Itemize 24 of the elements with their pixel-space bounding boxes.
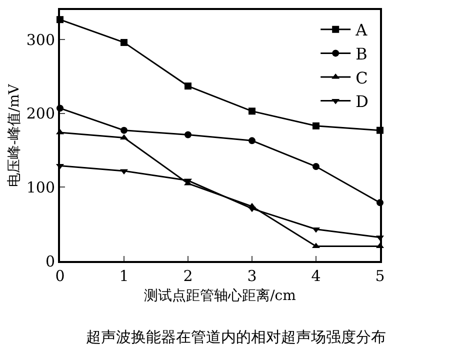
point xyxy=(184,131,192,138)
y-axis-title: 电压峰-峰值/mV xyxy=(6,83,22,187)
legend-label: D xyxy=(356,92,368,112)
legend-label: B xyxy=(356,44,368,64)
legend-label: C xyxy=(356,68,368,88)
x-tick-label: 5 xyxy=(375,267,385,285)
y-tick-label: 100 xyxy=(26,178,55,196)
point xyxy=(120,126,128,134)
legend-label: A xyxy=(354,20,368,40)
point xyxy=(312,163,320,170)
point xyxy=(120,38,128,46)
x-axis-title: 测试点距管轴心距离/cm xyxy=(144,288,296,304)
point xyxy=(184,82,192,90)
point xyxy=(248,108,256,115)
x-tick-label: 3 xyxy=(247,267,257,285)
point xyxy=(248,137,256,144)
x-tick-label: 4 xyxy=(311,267,321,285)
text: 超声波换能器在管道内的相对超声场强度分布 xyxy=(86,328,386,346)
y-tick-label: 0 xyxy=(45,252,55,270)
y-tick-label: 200 xyxy=(26,104,55,123)
x-tick-label: 1 xyxy=(119,267,129,285)
x-tick-label: 2 xyxy=(183,267,193,285)
point xyxy=(312,122,320,130)
y-tick-label: 300 xyxy=(26,30,55,49)
